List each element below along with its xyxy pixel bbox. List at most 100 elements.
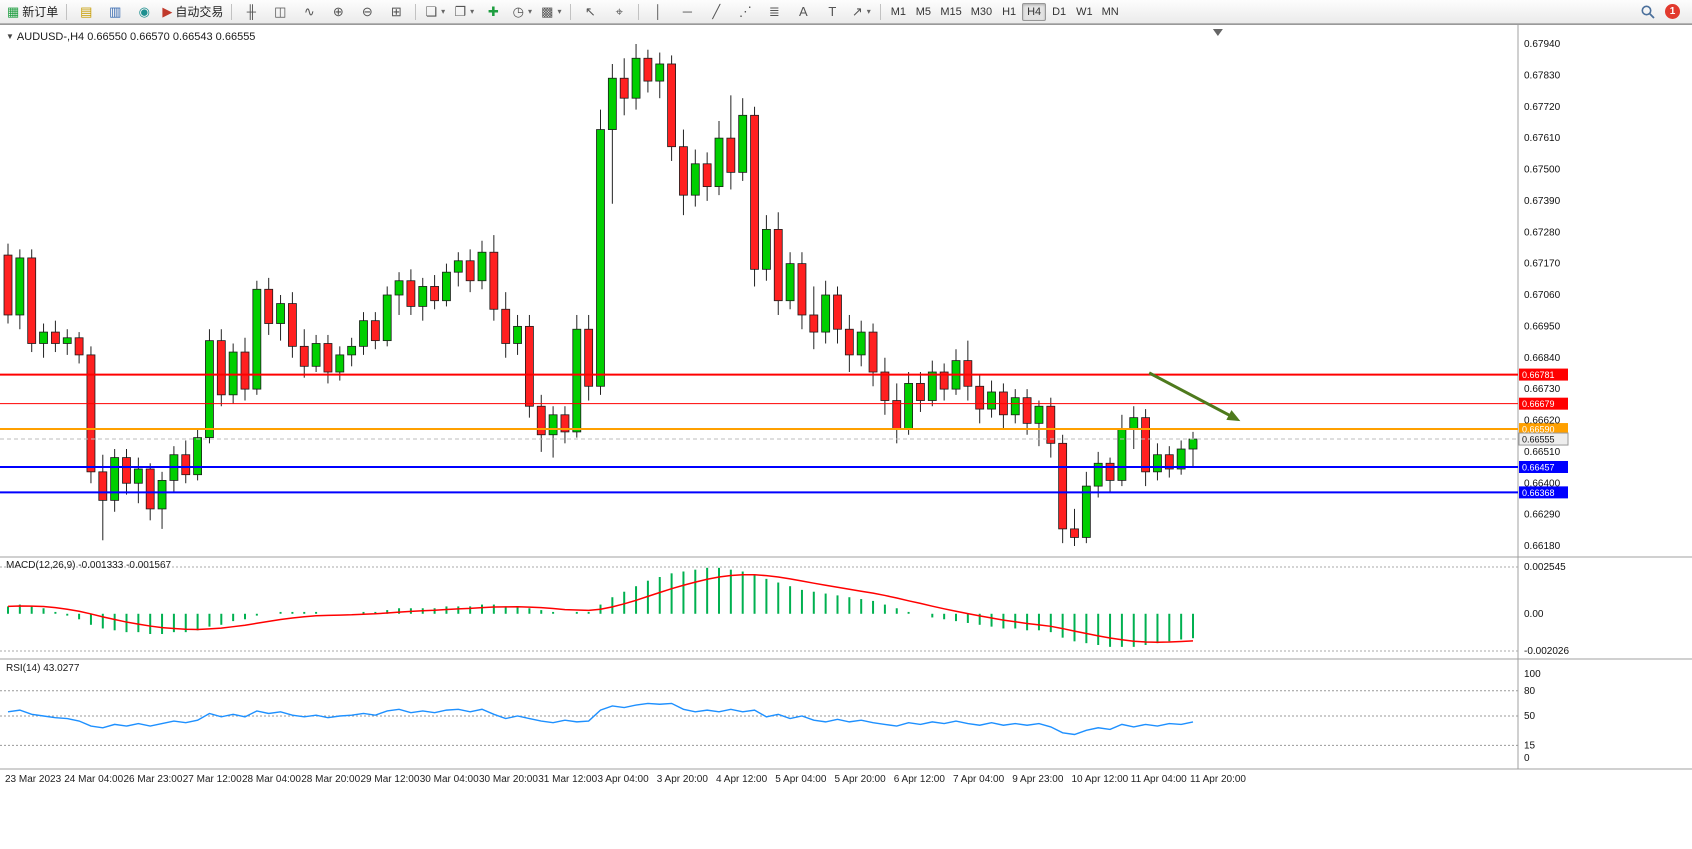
timeframe-m30[interactable]: M30 [970, 5, 993, 18]
candle [133, 468, 143, 484]
candle [489, 251, 499, 310]
data-window-icon: ▥ [109, 4, 122, 19]
timeframe-m15[interactable]: M15 [940, 5, 962, 18]
timeframe-mn[interactable]: MN [1101, 5, 1119, 18]
new-order-button[interactable]: ▦ 新订单 [4, 2, 61, 22]
chart-window: 0.66781 0.66679 0.66590 0.66457 0.66368 0.665… [0, 24, 1692, 849]
toolbar-separator [638, 3, 640, 20]
new-chart-button[interactable]: ❏ ▾ [421, 2, 449, 22]
candle [359, 320, 368, 347]
price-tag-label: 0.66781 [1522, 370, 1555, 380]
timeframe-d1[interactable]: D1 [1052, 5, 1067, 18]
candle [323, 343, 333, 373]
candle [1058, 442, 1068, 530]
zoom-in-button[interactable]: ⊕ [324, 2, 352, 22]
chart-collapse-arrow-icon[interactable]: ▼ [6, 32, 14, 41]
candle [122, 457, 131, 484]
bar-chart-icon: ╫ [246, 4, 256, 19]
text-label-icon: T [828, 4, 837, 19]
timeframe-h4[interactable]: H4 [1022, 2, 1047, 21]
candle [193, 437, 203, 476]
market-watch-icon: ▤ [80, 4, 93, 19]
candle [643, 57, 653, 82]
candle [548, 414, 558, 436]
time-axis-label: 4 Apr 12:00 [716, 774, 768, 785]
macd-signal-line [7, 573, 1194, 643]
time-axis-label: 3 Apr 20:00 [657, 774, 709, 785]
vertical-line-icon: │ [654, 4, 663, 19]
price-tag [1519, 397, 1568, 410]
indicators-button[interactable]: ✚ [479, 2, 507, 22]
candle [714, 137, 724, 188]
market-watch-button[interactable]: ▤ [72, 2, 100, 22]
candle [856, 331, 866, 356]
symbol-ohlc-label: AUDUSD-,H4 0.66550 0.66570 0.66543 0.665… [16, 31, 256, 43]
tile-windows-button[interactable]: ⊞ [382, 2, 410, 22]
timeframe-m5[interactable]: M5 [915, 5, 931, 18]
candle [501, 308, 511, 344]
price-axis-label: 0.67500 [1524, 165, 1561, 176]
horizontal-line-button[interactable]: ─ [673, 2, 701, 22]
crosshair-button[interactable]: ⌖ [605, 2, 633, 22]
dropdown-caret-icon: ▾ [557, 7, 562, 16]
price-tag-label: 0.66590 [1522, 425, 1555, 435]
autotrading-button[interactable]: ▶ 自动交易 [159, 2, 226, 22]
toolbar-separator [880, 3, 882, 20]
candle [1010, 397, 1020, 416]
candle [844, 328, 854, 356]
price-axis-label: 0.66950 [1524, 321, 1561, 332]
search-icon[interactable] [1640, 4, 1656, 20]
cursor-button[interactable]: ↖ [576, 2, 604, 22]
candle [264, 288, 274, 324]
trend-arrow-annotation[interactable] [1148, 371, 1235, 419]
fibonacci-button[interactable]: ≣ [760, 2, 788, 22]
timeframe-h1[interactable]: H1 [1002, 5, 1017, 18]
candle [785, 263, 795, 302]
candle [335, 354, 345, 373]
candle [228, 351, 238, 396]
navigator-button[interactable]: ◉ [130, 2, 158, 22]
price-axis-label: 0.67940 [1524, 39, 1561, 50]
candle [868, 331, 878, 373]
dropdown-caret-icon: ▾ [527, 7, 532, 16]
text-button[interactable]: A [789, 2, 817, 22]
candle [584, 328, 594, 387]
periods-icon: ◷ [512, 4, 524, 19]
price-axis-label: 0.67280 [1524, 227, 1561, 238]
line-chart-button[interactable]: ∿ [295, 2, 323, 22]
bar-chart-button[interactable]: ╫ [237, 2, 265, 22]
price-axis-label: 0.67610 [1524, 133, 1561, 144]
candle [3, 254, 13, 316]
bid-price-tag [1518, 432, 1569, 446]
price-axis-label: 0.67830 [1524, 70, 1561, 81]
timeframe-w1[interactable]: W1 [1076, 5, 1093, 18]
equidistant-channel-button[interactable]: ⋰ [731, 2, 759, 22]
templates-button[interactable]: ▩ ▾ [537, 2, 565, 22]
time-axis-label: 29 Mar 12:00 [361, 774, 420, 785]
candle [406, 280, 416, 307]
candle [240, 351, 250, 390]
timeframe-m1[interactable]: M1 [890, 5, 906, 18]
profiles-button[interactable]: ❐ ▾ [450, 2, 478, 22]
text-label-button[interactable]: T [818, 2, 846, 22]
candle [430, 286, 440, 302]
candle [619, 77, 629, 99]
trendline-button[interactable]: ╱ [702, 2, 730, 22]
candle [1176, 448, 1186, 470]
data-window-button[interactable]: ▥ [101, 2, 129, 22]
time-axis-label: 5 Apr 20:00 [835, 774, 887, 785]
templates-icon: ▩ [541, 4, 554, 19]
notification-badge[interactable]: 1 [1665, 4, 1680, 19]
chart-shift-marker[interactable] [1212, 29, 1223, 36]
candle [1022, 397, 1032, 424]
candle [667, 63, 676, 148]
chart-canvas[interactable]: 0.66781 0.66679 0.66590 0.66457 0.66368 0.665… [0, 25, 1692, 849]
periods-button[interactable]: ◷ ▾ [508, 2, 536, 22]
zoom-out-button[interactable]: ⊖ [353, 2, 381, 22]
arrows-button[interactable]: ↗ ▾ [847, 2, 875, 22]
candle [525, 325, 534, 407]
macd-axis-label: 0.002545 [1524, 562, 1566, 573]
candlestick-chart-button[interactable]: ◫ [266, 2, 294, 22]
candle [1046, 405, 1056, 444]
vertical-line-button[interactable]: │ [644, 2, 672, 22]
